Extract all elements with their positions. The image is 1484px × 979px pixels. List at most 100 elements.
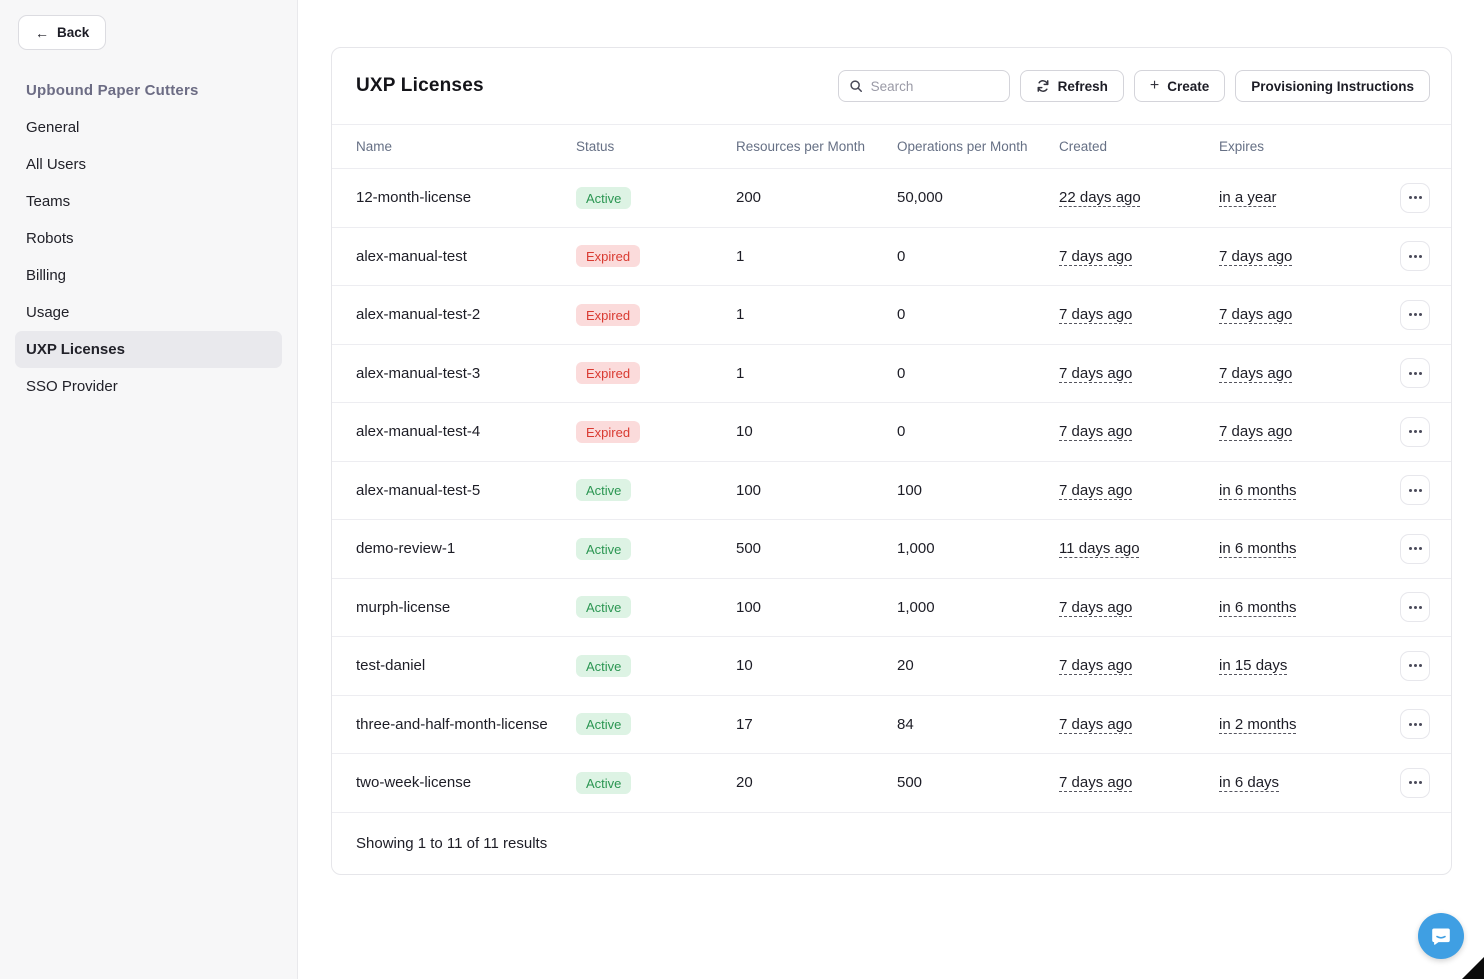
created-date[interactable]: 22 days ago bbox=[1059, 189, 1141, 207]
refresh-button-label: Refresh bbox=[1057, 78, 1108, 94]
row-actions-menu-button[interactable] bbox=[1400, 650, 1430, 681]
expires-date[interactable]: in a year bbox=[1219, 189, 1277, 207]
license-name: test-daniel bbox=[356, 657, 426, 675]
table-row: murph-license Active 100 1,000 7 days ag… bbox=[332, 577, 1451, 637]
table-row: alex-manual-test-2 Expired 1 0 7 days ag… bbox=[332, 285, 1451, 344]
created-date[interactable]: 7 days ago bbox=[1059, 657, 1133, 675]
resources-per-month: 10 bbox=[736, 423, 753, 441]
expires-date[interactable]: 7 days ago bbox=[1219, 247, 1293, 265]
table-row: 12-month-license Active 200 50,000 22 da… bbox=[332, 168, 1451, 227]
org-name: Upbound Paper Cutters bbox=[26, 82, 199, 99]
row-actions-menu-button[interactable] bbox=[1400, 358, 1430, 389]
sidebar-item-label: Robots bbox=[26, 230, 74, 247]
status-badge: Active bbox=[576, 771, 632, 794]
sidebar-item-uxp-licenses[interactable]: UXP Licenses bbox=[15, 331, 282, 368]
refresh-icon bbox=[1037, 80, 1049, 92]
results-summary: Showing 1 to 11 of 11 results bbox=[356, 834, 548, 852]
expires-date[interactable]: in 6 months bbox=[1219, 540, 1297, 558]
status-badge: Expired bbox=[576, 303, 641, 326]
status-badge: Active bbox=[576, 186, 632, 209]
row-actions-menu-button[interactable] bbox=[1400, 592, 1430, 623]
created-date[interactable]: 7 days ago bbox=[1059, 364, 1133, 382]
sidebar-item-sso-provider[interactable]: SSO Provider bbox=[15, 368, 282, 405]
row-actions-menu-button[interactable] bbox=[1400, 416, 1430, 447]
expires-date[interactable]: in 2 months bbox=[1219, 715, 1297, 733]
row-actions-menu-button[interactable] bbox=[1400, 475, 1430, 506]
row-actions-menu-button[interactable] bbox=[1400, 767, 1430, 798]
table-row: alex-manual-test-3 Expired 1 0 7 days ag… bbox=[332, 343, 1451, 403]
back-button-label: Back bbox=[57, 25, 90, 40]
sidebar-item-label: SSO Provider bbox=[26, 378, 118, 395]
expires-date[interactable]: in 6 days bbox=[1219, 774, 1280, 792]
created-date[interactable]: 11 days ago bbox=[1059, 540, 1140, 558]
row-actions-menu-button[interactable] bbox=[1400, 533, 1430, 564]
license-name: demo-review-1 bbox=[356, 540, 456, 558]
license-name: three-and-half-month-license bbox=[356, 715, 548, 733]
table-row: three-and-half-month-license Active 17 8… bbox=[332, 694, 1451, 754]
expires-date[interactable]: in 15 days bbox=[1219, 657, 1288, 675]
created-date[interactable]: 7 days ago bbox=[1059, 423, 1133, 441]
column-header-created: Created bbox=[1059, 139, 1108, 154]
table-row: demo-review-1 Active 500 1,000 11 days a… bbox=[332, 519, 1451, 578]
license-name: alex-manual-test bbox=[356, 247, 467, 265]
page-title: UXP Licenses bbox=[356, 75, 484, 96]
resources-per-month: 1 bbox=[736, 306, 745, 324]
operations-per-month: 1,000 bbox=[897, 540, 935, 558]
toolbar: Refresh + Create Provisioning Instructio… bbox=[837, 70, 1430, 102]
status-badge: Active bbox=[576, 596, 632, 619]
created-date[interactable]: 7 days ago bbox=[1059, 247, 1133, 265]
resources-per-month: 200 bbox=[736, 189, 762, 207]
column-header-resources: Resources per Month bbox=[736, 139, 866, 154]
created-date[interactable]: 7 days ago bbox=[1059, 481, 1133, 499]
expires-date[interactable]: 7 days ago bbox=[1219, 364, 1293, 382]
operations-per-month: 100 bbox=[897, 481, 923, 499]
created-date[interactable]: 7 days ago bbox=[1059, 774, 1133, 792]
resources-per-month: 17 bbox=[736, 715, 753, 733]
licenses-card: UXP Licenses bbox=[331, 47, 1452, 875]
back-button[interactable]: ← Back bbox=[18, 15, 107, 50]
resources-per-month: 500 bbox=[736, 540, 762, 558]
back-arrow-icon: ← bbox=[35, 24, 49, 41]
row-actions-menu-button[interactable] bbox=[1400, 241, 1430, 272]
table-body: 12-month-license Active 200 50,000 22 da… bbox=[332, 168, 1451, 812]
expires-date[interactable]: 7 days ago bbox=[1219, 306, 1293, 324]
sidebar-item-usage[interactable]: Usage bbox=[15, 294, 282, 331]
sidebar-item-label: Usage bbox=[26, 304, 70, 321]
sidebar-item-label: All Users bbox=[26, 156, 87, 173]
expires-date[interactable]: in 6 months bbox=[1219, 481, 1297, 499]
status-badge: Active bbox=[576, 479, 632, 502]
status-badge: Active bbox=[576, 713, 632, 736]
row-actions-menu-button[interactable] bbox=[1400, 299, 1430, 330]
expires-date[interactable]: in 6 months bbox=[1219, 598, 1297, 616]
expires-date[interactable]: 7 days ago bbox=[1219, 423, 1293, 441]
provisioning-instructions-button[interactable]: Provisioning Instructions bbox=[1235, 70, 1430, 102]
chat-bubble-icon bbox=[1432, 928, 1450, 945]
column-header-operations: Operations per Month bbox=[897, 139, 1028, 154]
sidebar-item-teams[interactable]: Teams bbox=[15, 183, 282, 220]
sidebar-item-robots[interactable]: Robots bbox=[15, 220, 282, 257]
table-header: Name Status Resources per Month Operatio… bbox=[332, 125, 1451, 168]
created-date[interactable]: 7 days ago bbox=[1059, 598, 1133, 616]
status-badge: Expired bbox=[576, 420, 641, 443]
chat-launcher-button[interactable] bbox=[1418, 913, 1464, 959]
license-name: alex-manual-test-4 bbox=[356, 423, 481, 441]
sidebar-item-general[interactable]: General bbox=[15, 109, 282, 146]
table-footer: Showing 1 to 11 of 11 results bbox=[332, 811, 1451, 874]
row-actions-menu-button[interactable] bbox=[1400, 182, 1430, 213]
row-actions-menu-button[interactable] bbox=[1400, 709, 1430, 740]
sidebar-nav: General All Users Teams Robots Billing U… bbox=[15, 109, 282, 405]
sidebar-item-all-users[interactable]: All Users bbox=[15, 146, 282, 183]
operations-per-month: 50,000 bbox=[897, 189, 943, 207]
search-input[interactable] bbox=[870, 78, 999, 94]
operations-per-month: 0 bbox=[897, 364, 906, 382]
sidebar-item-billing[interactable]: Billing bbox=[15, 257, 282, 294]
column-header-expires: Expires bbox=[1219, 139, 1265, 154]
status-badge: Expired bbox=[576, 362, 641, 385]
created-date[interactable]: 7 days ago bbox=[1059, 715, 1133, 733]
created-date[interactable]: 7 days ago bbox=[1059, 306, 1133, 324]
create-button-label: Create bbox=[1167, 78, 1210, 94]
create-button[interactable]: + Create bbox=[1133, 70, 1226, 102]
refresh-button[interactable]: Refresh bbox=[1019, 70, 1124, 102]
search-icon bbox=[849, 80, 862, 92]
